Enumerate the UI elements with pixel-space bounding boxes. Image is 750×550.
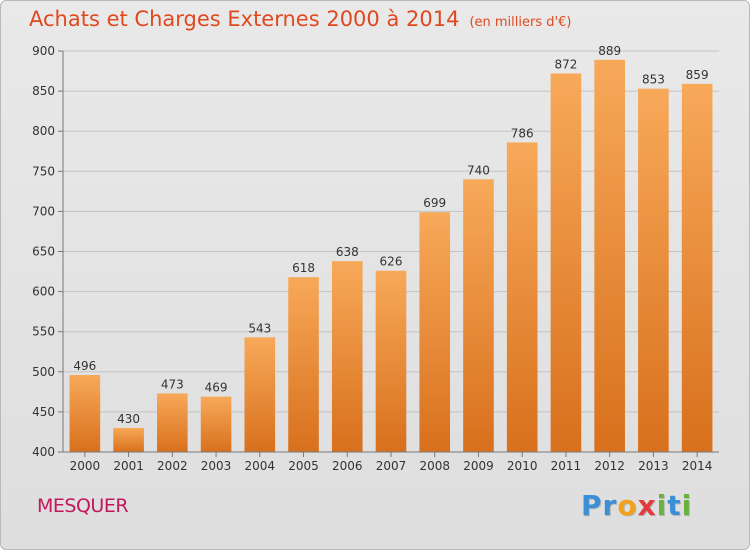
data-label: 740: [467, 163, 490, 177]
data-label: 889: [598, 44, 621, 58]
data-label: 430: [117, 412, 140, 426]
bar: [638, 88, 669, 452]
y-tick-label: 500: [32, 365, 55, 379]
x-tick-label: 2011: [551, 459, 582, 473]
x-tick-label: 2012: [594, 459, 625, 473]
x-tick-label: 2003: [201, 459, 232, 473]
bar: [200, 396, 232, 452]
town-name: MESQUER: [37, 495, 129, 517]
data-label: 496: [73, 359, 96, 373]
x-tick-label: 2007: [376, 459, 407, 473]
bar: [550, 73, 582, 453]
axes: 400 450 500 550 600 650 700 750 800 850 900 2000 200…: [32, 44, 719, 473]
y-tick-label: 650: [32, 245, 55, 259]
x-tick-label: 2010: [507, 459, 538, 473]
x-tick-label: 2000: [70, 459, 101, 473]
bars: 496 430 473 469 543 618 638 626 699 740 786 872 889 8…: [69, 44, 713, 453]
data-label: 872: [554, 57, 577, 71]
bar: [463, 179, 494, 452]
x-tick-label: 2008: [419, 459, 450, 473]
bar: [244, 337, 276, 452]
bar: [113, 427, 144, 452]
data-label: 473: [161, 377, 184, 391]
y-tick-label: 400: [32, 445, 55, 459]
data-label: 469: [205, 381, 228, 395]
x-tick-label: 2005: [288, 459, 319, 473]
bar: [69, 375, 101, 452]
y-tick-label: 700: [32, 204, 55, 218]
bar: [157, 393, 188, 452]
logo-letter: i: [656, 489, 668, 522]
y-tick-label: 800: [32, 124, 55, 138]
y-tick-label: 600: [32, 285, 55, 299]
data-label: 618: [292, 261, 315, 275]
bar: [331, 261, 363, 452]
data-label: 853: [642, 73, 665, 87]
x-tick-label: 2001: [113, 459, 144, 473]
x-tick-label: 2009: [463, 459, 494, 473]
data-label: 699: [423, 196, 446, 210]
logo-letter: r: [602, 489, 618, 522]
data-label: 638: [336, 245, 359, 259]
y-tick-label: 450: [32, 405, 55, 419]
y-tick-label: 550: [32, 325, 55, 339]
data-label: 859: [686, 68, 709, 82]
chart-title-text: Achats et Charges Externes 2000 à 2014: [29, 7, 460, 31]
bar: [506, 142, 538, 453]
logo-letter: o: [617, 489, 638, 522]
bar: [288, 277, 319, 452]
logo-letter: x: [637, 489, 657, 522]
logo-letter: i: [681, 489, 693, 522]
x-tick-label: 2004: [245, 459, 276, 473]
chart-subtitle: (en milliers d'€): [469, 15, 572, 30]
x-tick-label: 2006: [332, 459, 363, 473]
data-label: 626: [380, 255, 403, 269]
y-tick-label: 900: [32, 44, 55, 58]
data-label: 543: [248, 321, 271, 335]
data-label: 786: [511, 126, 534, 140]
proxiti-logo: Proxiti: [581, 489, 692, 522]
bar: [419, 212, 451, 452]
x-tick-label: 2013: [638, 459, 669, 473]
chart-title: Achats et Charges Externes 2000 à 2014 (e…: [29, 7, 571, 31]
y-tick-label: 750: [32, 164, 55, 178]
logo-letter: P: [581, 489, 603, 522]
y-tick-label: 850: [32, 84, 55, 98]
logo-letter: t: [667, 489, 682, 522]
x-tick-label: 2002: [157, 459, 188, 473]
bar: [681, 83, 713, 452]
x-tick-label: 2014: [682, 459, 713, 473]
bar: [375, 270, 407, 452]
bar: [594, 59, 625, 453]
